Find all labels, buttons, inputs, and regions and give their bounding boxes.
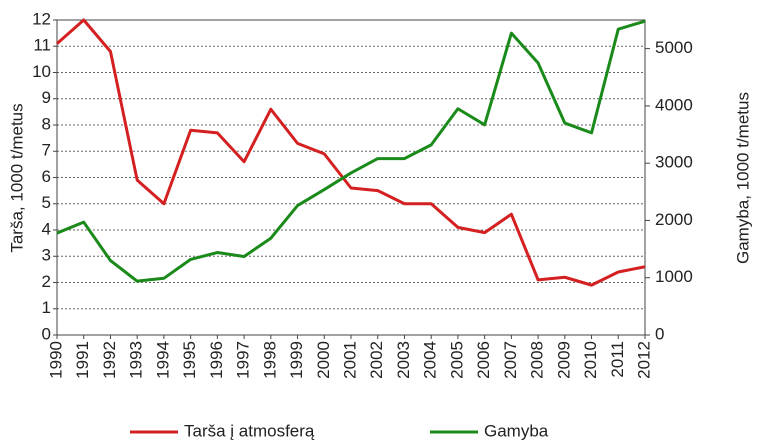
x-tick-label: 1996	[207, 341, 226, 379]
legend-label: Tarša į atmosferą	[184, 421, 315, 440]
y-tick-label: 4	[42, 219, 51, 238]
y2-tick-label: 4000	[655, 95, 693, 114]
x-tick-label: 1991	[73, 341, 92, 379]
y-tick-label: 8	[42, 114, 51, 133]
y-axis-title: Tarša, 1000 t/metus	[7, 103, 26, 252]
data-line	[56, 19, 646, 283]
y2-tick-label: 1000	[655, 267, 693, 286]
x-tick-label: 2010	[581, 341, 600, 379]
y-tick-label: 0	[42, 324, 51, 343]
y-tick-label: 3	[42, 246, 51, 265]
y2-axis-title: Gamyba, 1000 t/metus	[733, 92, 752, 264]
y-tick-label: 1	[42, 298, 51, 317]
y-tick-label: 2	[42, 272, 51, 291]
x-tick-label: 2003	[394, 341, 413, 379]
x-tick-label: 2004	[421, 341, 440, 379]
x-tick-label: 2009	[554, 341, 573, 379]
x-tick-label: 1992	[100, 341, 119, 379]
legend-label: Gamyba	[484, 421, 549, 440]
y-tick-label: 10	[32, 62, 51, 81]
data-line	[56, 18, 646, 287]
y-tick-label: 6	[42, 167, 51, 186]
y-tick-label: 5	[42, 193, 51, 212]
x-tick-label: 1995	[180, 341, 199, 379]
x-tick-label: 2006	[474, 341, 493, 379]
x-tick-label: 1993	[127, 341, 146, 379]
x-tick-label: 1994	[153, 341, 172, 379]
y-tick-label: 7	[42, 141, 51, 160]
x-tick-label: 2008	[528, 341, 547, 379]
y-tick-label: 9	[42, 88, 51, 107]
x-tick-label: 2005	[447, 341, 466, 379]
x-tick-label: 2002	[367, 341, 386, 379]
x-tick-label: 1999	[287, 341, 306, 379]
y2-tick-label: 3000	[655, 153, 693, 172]
x-tick-label: 1997	[234, 341, 253, 379]
y2-tick-label: 0	[655, 324, 664, 343]
x-tick-label: 1990	[46, 341, 65, 379]
x-tick-label: 1998	[260, 341, 279, 379]
y-tick-label: 12	[32, 9, 51, 28]
x-tick-label: 2011	[608, 341, 627, 378]
y2-tick-label: 5000	[655, 38, 693, 57]
x-tick-label: 2000	[314, 341, 333, 379]
y2-tick-label: 2000	[655, 210, 693, 229]
y-tick-label: 11	[33, 36, 51, 55]
x-tick-label: 2012	[634, 341, 653, 379]
x-tick-label: 2001	[340, 341, 359, 379]
x-tick-label: 2007	[501, 341, 520, 379]
